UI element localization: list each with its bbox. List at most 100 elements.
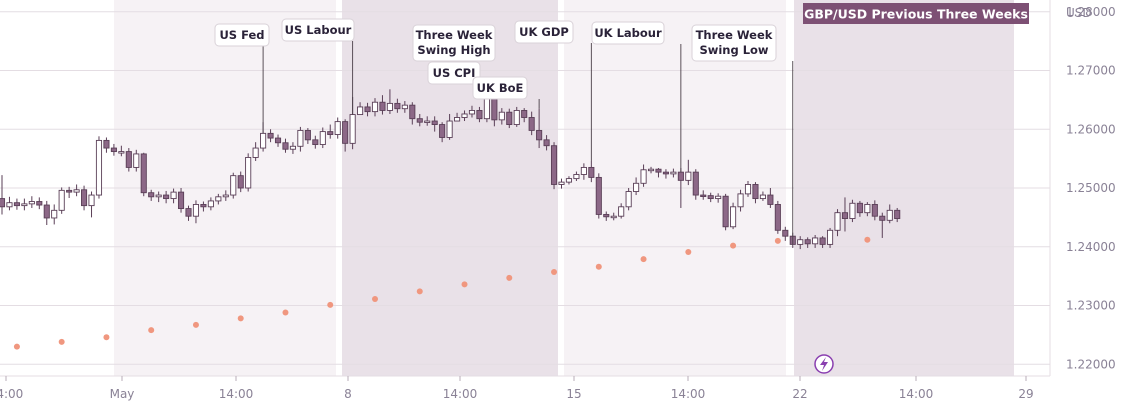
x-tick-label: 14:00 (219, 387, 254, 401)
candle (715, 193, 722, 203)
candle-body (103, 139, 110, 149)
dot-point (327, 301, 334, 308)
y-tick-label: 1.27000 (1066, 64, 1116, 78)
candle-body (95, 139, 103, 196)
candle-body (200, 203, 207, 208)
candle-body (730, 206, 737, 228)
candle-body (752, 184, 759, 200)
candle-body (230, 175, 237, 196)
annotation-label: Swing Low (699, 43, 768, 57)
candle-body (88, 194, 95, 207)
candle-body (431, 120, 438, 126)
lightning-icon-bolt[interactable] (820, 357, 828, 371)
candle-body (394, 102, 401, 110)
annotation-label: US CPI (433, 66, 476, 80)
candle (207, 197, 214, 211)
candle (0, 175, 6, 215)
annotation-label: US Fed (219, 28, 264, 42)
candle-body (409, 104, 416, 120)
y-tick-label: 1.25000 (1066, 181, 1116, 195)
candle-body (640, 169, 647, 184)
x-tick-label: 22 (792, 387, 807, 401)
candle (513, 106, 520, 127)
candle (274, 134, 282, 147)
candle (797, 236, 804, 250)
title-banner (803, 3, 1029, 24)
candle-body (237, 175, 244, 189)
dot-point (551, 269, 558, 276)
candle-body (125, 151, 132, 168)
candle-body (163, 194, 170, 200)
x-axis: 14:00 May 14:00 8 14:00 15 14:00 22 14:00 29 (0, 375, 1050, 401)
candle-body (401, 104, 408, 110)
candle (51, 204, 58, 225)
candle (498, 108, 505, 125)
candle-body (834, 212, 841, 231)
candle-body (894, 209, 901, 219)
candle (424, 116, 431, 126)
candle-body (506, 111, 513, 126)
candle (550, 142, 558, 190)
candle (245, 153, 252, 192)
candle-body (282, 142, 289, 150)
candle-body (498, 111, 505, 121)
dot-point (506, 274, 513, 281)
annotation-box (281, 18, 355, 42)
candle-body (633, 182, 640, 192)
candles (0, 77, 901, 250)
lightning-icon[interactable] (814, 354, 834, 374)
candle-body (289, 145, 296, 150)
candle-body (118, 151, 125, 154)
candle (88, 191, 95, 218)
annotation-callout: UK Labour (591, 21, 682, 173)
y-axis: 1.28000 1.27000 1.26000 1.25000 1.24000 1.230… (1049, 0, 1116, 376)
candle (692, 169, 699, 200)
candle-body (759, 194, 766, 200)
candle-body (177, 191, 185, 210)
candle (536, 108, 543, 149)
candle-body (625, 191, 632, 208)
annotation-label: Three Week (696, 28, 773, 42)
candle-body (737, 193, 744, 208)
candle (454, 112, 461, 122)
candle (886, 204, 893, 224)
annotation-box (412, 24, 496, 62)
candle (625, 188, 632, 211)
candle (267, 129, 274, 143)
candle-body (36, 201, 43, 206)
candle-body (148, 192, 155, 198)
annotation-box (591, 21, 665, 45)
candle (73, 184, 80, 197)
candle-body (110, 147, 117, 153)
x-tick-label: 29 (1018, 387, 1033, 401)
annotation-box (472, 76, 528, 100)
candle (558, 178, 565, 189)
candle-body (543, 139, 550, 147)
x-tick-label: 15 (566, 387, 581, 401)
annotation-label: UK Labour (594, 26, 662, 40)
candle (722, 193, 729, 231)
candle-body (819, 237, 826, 245)
candle (812, 235, 819, 248)
annotation-label: UK BoE (477, 81, 524, 95)
candle-body (140, 153, 147, 194)
candle (603, 211, 610, 221)
candle-body (707, 195, 714, 200)
candle-body (476, 109, 483, 120)
candle (685, 159, 692, 186)
candle (110, 143, 117, 156)
candle (28, 196, 35, 208)
candle-body (797, 239, 804, 245)
candle (730, 202, 737, 230)
candle (662, 169, 669, 179)
candle-body (864, 203, 871, 214)
candle (95, 136, 103, 199)
dot-point (103, 334, 110, 341)
candle (163, 190, 170, 204)
candle-body (334, 121, 341, 135)
candle (633, 177, 640, 196)
annotation-callout: UK BoE (472, 76, 540, 109)
dot-point (372, 296, 378, 303)
